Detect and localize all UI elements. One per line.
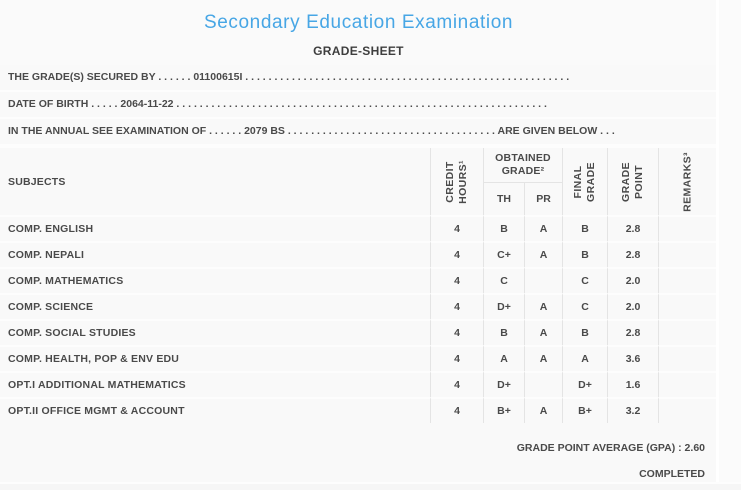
subjects-column-header: SUBJECTS	[8, 175, 66, 188]
page-subtitle: GRADE-SHEET	[313, 44, 404, 58]
final-grade-label: FINAL GRADE	[571, 161, 597, 202]
practical-grade-cell	[524, 371, 562, 397]
theory-grade-cell: D+	[483, 371, 524, 397]
page-bottom-divider	[0, 482, 741, 484]
practical-grade-cell: A	[524, 241, 562, 267]
practical-grade-cell: A	[524, 397, 562, 423]
credit-hours-label: CREDIT HOURS¹	[443, 159, 469, 204]
theory-grade-cell: C+	[483, 241, 524, 267]
page-right-margin	[719, 0, 741, 482]
remarks-cell	[658, 345, 717, 371]
practical-grade-cell: A	[524, 293, 562, 319]
table-row: OPT.II OFFICE MGMT & ACCOUNT 4 B+ A B+ 3…	[0, 397, 717, 423]
practical-subcolumn-header: PR	[524, 182, 562, 215]
credit-hours-column-header: CREDIT HOURS¹	[430, 148, 483, 215]
theory-grade-cell: A	[483, 345, 524, 371]
final-grade-cell: B	[562, 215, 607, 241]
grade-point-cell: 3.2	[607, 397, 658, 423]
subject-cell: COMP. HEALTH, POP & ENV EDU	[0, 345, 430, 371]
final-grade-cell: B	[562, 319, 607, 345]
theory-grade-cell: D+	[483, 293, 524, 319]
final-grade-cell: D+	[562, 371, 607, 397]
final-grade-cell: C	[562, 293, 607, 319]
remarks-cell	[658, 397, 717, 423]
theory-grade-cell: B	[483, 215, 524, 241]
subject-cell: OPT.I ADDITIONAL MATHEMATICS	[0, 371, 430, 397]
final-grade-column-header: FINAL GRADE	[562, 148, 607, 215]
grade-table-header: SUBJECTS CREDIT HOURS¹ OBTAINED GRADE² F…	[0, 148, 717, 215]
grade-table: SUBJECTS CREDIT HOURS¹ OBTAINED GRADE² F…	[0, 146, 717, 423]
table-row: COMP. NEPALI 4 C+ A B 2.8	[0, 241, 717, 267]
table-row: COMP. HEALTH, POP & ENV EDU 4 A A A 3.6	[0, 345, 717, 371]
grade-point-column-header: GRADE POINT	[607, 148, 658, 215]
table-row: COMP. ENGLISH 4 B A B 2.8	[0, 215, 717, 241]
remarks-cell	[658, 267, 717, 293]
final-grade-cell: B+	[562, 397, 607, 423]
remarks-cell	[658, 293, 717, 319]
remarks-column-header: REMARKS³	[658, 148, 717, 215]
remarks-cell	[658, 215, 717, 241]
remarks-cell	[658, 241, 717, 267]
credit-hours-cell: 4	[430, 241, 483, 267]
final-grade-cell: A	[562, 345, 607, 371]
remarks-cell	[658, 371, 717, 397]
table-row: COMP. SCIENCE 4 D+ A C 2.0	[0, 293, 717, 319]
practical-grade-cell: A	[524, 215, 562, 241]
examination-year-line: IN THE ANNUAL SEE EXAMINATION OF . . . .…	[0, 119, 717, 146]
header-block: Secondary Education Examination GRADE-SH…	[0, 0, 717, 65]
gpa-summary: GRADE POINT AVERAGE (GPA) : 2.60	[516, 442, 705, 454]
grade-table-body: COMP. ENGLISH 4 B A B 2.8 COMP. NEPALI 4…	[0, 215, 717, 423]
credit-hours-cell: 4	[430, 397, 483, 423]
grade-point-cell: 2.8	[607, 241, 658, 267]
remarks-cell	[658, 319, 717, 345]
page-bottom-margin	[0, 484, 741, 490]
grade-point-cell: 2.8	[607, 215, 658, 241]
candidate-info-section: THE GRADE(S) SECURED BY . . . . . . 0110…	[0, 65, 717, 146]
remarks-label: REMARKS³	[681, 151, 694, 212]
credit-hours-cell: 4	[430, 319, 483, 345]
practical-grade-cell: A	[524, 345, 562, 371]
subject-cell: COMP. NEPALI	[0, 241, 430, 267]
table-row: COMP. SOCIAL STUDIES 4 B A B 2.8	[0, 319, 717, 345]
grades-secured-by-line: THE GRADE(S) SECURED BY . . . . . . 0110…	[0, 65, 717, 92]
grade-point-cell: 3.6	[607, 345, 658, 371]
theory-grade-cell: B	[483, 319, 524, 345]
subject-cell: COMP. MATHEMATICS	[0, 267, 430, 293]
theory-grade-cell: B+	[483, 397, 524, 423]
obtained-grade-column-header: OBTAINED GRADE²	[483, 148, 562, 182]
card-right-edge-divider	[716, 0, 719, 482]
final-grade-cell: B	[562, 241, 607, 267]
subject-cell: COMP. SCIENCE	[0, 293, 430, 319]
theory-subcolumn-header: TH	[483, 182, 524, 215]
table-row: COMP. MATHEMATICS 4 C C 2.0	[0, 267, 717, 293]
credit-hours-cell: 4	[430, 215, 483, 241]
table-row: OPT.I ADDITIONAL MATHEMATICS 4 D+ D+ 1.6	[0, 371, 717, 397]
date-of-birth-line: DATE OF BIRTH . . . . . 2064-11-22 . . .…	[0, 92, 717, 119]
grade-point-cell: 2.0	[607, 293, 658, 319]
subject-cell: COMP. SOCIAL STUDIES	[0, 319, 430, 345]
grade-sheet-card: Secondary Education Examination GRADE-SH…	[0, 0, 717, 480]
credit-hours-cell: 4	[430, 371, 483, 397]
practical-grade-cell: A	[524, 319, 562, 345]
theory-grade-cell: C	[483, 267, 524, 293]
practical-grade-cell	[524, 267, 562, 293]
credit-hours-cell: 4	[430, 345, 483, 371]
grade-point-cell: 2.0	[607, 267, 658, 293]
grade-point-cell: 2.8	[607, 319, 658, 345]
credit-hours-cell: 4	[430, 293, 483, 319]
page-title: Secondary Education Examination	[203, 12, 514, 33]
subject-cell: COMP. ENGLISH	[0, 215, 430, 241]
grade-point-cell: 1.6	[607, 371, 658, 397]
final-grade-cell: C	[562, 267, 607, 293]
result-status: COMPLETED	[639, 468, 705, 480]
subject-cell: OPT.II OFFICE MGMT & ACCOUNT	[0, 397, 430, 423]
credit-hours-cell: 4	[430, 267, 483, 293]
grade-point-label: GRADE POINT	[619, 161, 645, 202]
